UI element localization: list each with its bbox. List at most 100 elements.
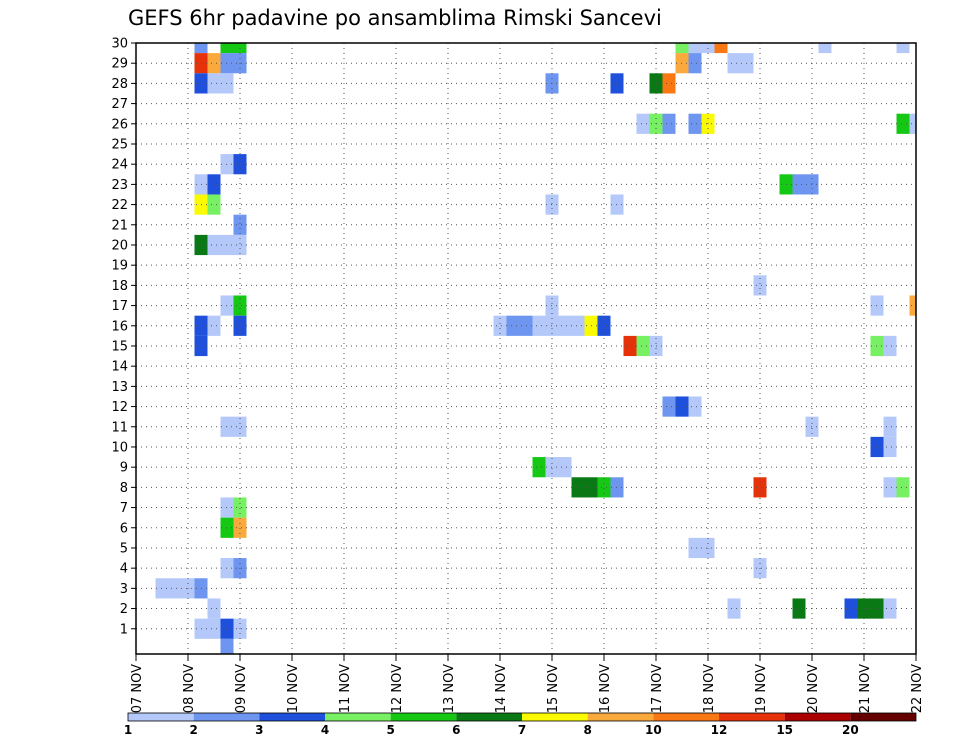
heatmap-cell <box>493 315 507 336</box>
heatmap-cell <box>233 214 247 235</box>
heatmap-cell <box>207 174 221 195</box>
heatmap-cell <box>532 315 546 336</box>
heatmap-cell <box>662 396 676 417</box>
y-tick-label: 6 <box>120 521 128 536</box>
x-tick-label: 21 NOV <box>858 664 873 713</box>
colorbar-label: 1 <box>124 723 132 737</box>
chart-title: GEFS 6hr padavine po ansamblima Rimski S… <box>128 6 662 30</box>
x-tick-label: 22 NOV <box>910 664 925 713</box>
x-tick-label: 18 NOV <box>702 664 717 713</box>
heatmap-cell <box>883 335 897 357</box>
heatmap-cell <box>558 315 572 336</box>
y-axis: 1234567891011121314151617181920212223242… <box>111 37 136 637</box>
heatmap-cell <box>662 73 676 94</box>
heatmap-cell <box>597 315 611 336</box>
colorbar-swatch <box>522 713 588 721</box>
heatmap-cell <box>233 517 247 538</box>
colorbar-label: 10 <box>645 723 662 737</box>
y-tick-label: 11 <box>111 420 128 435</box>
heatmap-cell <box>207 618 221 639</box>
heatmap-cell <box>506 315 520 336</box>
x-tick-label: 20 NOV <box>806 664 821 713</box>
heatmap-cell <box>558 457 572 478</box>
x-tick-label: 07 NOV <box>130 664 145 713</box>
heatmap-cell <box>571 315 585 336</box>
y-tick-label: 4 <box>120 562 128 577</box>
heatmap-cell <box>727 53 741 74</box>
heatmap-cell <box>688 537 702 559</box>
y-tick-label: 26 <box>111 117 128 132</box>
x-tick-label: 11 NOV <box>338 664 353 713</box>
colorbar-label: 15 <box>776 723 793 737</box>
heatmap-cell <box>896 477 910 498</box>
heatmap-cell <box>727 598 741 619</box>
heatmap-cell <box>168 578 182 599</box>
heatmap-cell <box>688 113 702 134</box>
y-tick-label: 8 <box>120 481 128 496</box>
y-tick-label: 12 <box>111 400 128 415</box>
heatmap-cell <box>636 335 650 357</box>
heatmap-cell <box>194 43 208 54</box>
x-tick-label: 15 NOV <box>546 664 561 713</box>
colorbar-swatch <box>128 713 194 721</box>
heatmap-cell <box>883 598 897 619</box>
colorbar-label: 20 <box>842 723 859 737</box>
heatmap-cell <box>662 113 676 134</box>
colorbar-label: 7 <box>518 723 526 737</box>
y-tick-label: 13 <box>111 380 128 395</box>
colorbar-swatch <box>719 713 785 721</box>
y-tick-label: 15 <box>111 339 128 354</box>
heatmap-cell <box>532 457 546 478</box>
heatmap-cell <box>220 638 234 654</box>
colorbar-label: 5 <box>386 723 394 737</box>
heatmap-cell <box>792 174 806 195</box>
heatmap-cell <box>623 335 637 357</box>
heatmap-cell <box>753 477 767 498</box>
y-tick-label: 30 <box>111 37 128 52</box>
colorbar-swatch <box>850 713 916 721</box>
heatmap-cell <box>233 234 247 256</box>
colorbar-label: 12 <box>711 723 728 737</box>
y-tick-label: 17 <box>111 299 128 314</box>
heatmap-cell <box>909 295 916 316</box>
heatmap-cell <box>688 43 702 54</box>
y-tick-label: 22 <box>111 198 128 213</box>
y-tick-label: 5 <box>120 541 128 556</box>
y-tick-label: 14 <box>111 360 128 375</box>
y-tick-label: 2 <box>120 602 128 617</box>
y-tick-label: 18 <box>111 279 128 294</box>
heatmap-cell <box>714 43 728 54</box>
heatmap-cell <box>792 598 806 619</box>
y-tick-label: 27 <box>111 97 128 112</box>
y-tick-label: 28 <box>111 77 128 92</box>
y-tick-label: 1 <box>120 622 128 637</box>
colorbar-swatch <box>390 713 457 721</box>
heatmap-cell <box>701 537 715 559</box>
heatmap-cell <box>883 477 897 498</box>
colorbar-frame <box>127 712 917 722</box>
y-tick-label: 23 <box>111 178 128 193</box>
heatmap-cell <box>233 315 247 336</box>
heatmap-cell <box>233 497 247 518</box>
y-tick-label: 21 <box>111 218 128 233</box>
x-tick-label: 08 NOV <box>182 664 197 713</box>
heatmap-cell <box>753 275 767 296</box>
heatmap-cell <box>207 234 221 256</box>
heatmap-cell <box>818 43 832 54</box>
heatmap-cell <box>207 315 221 336</box>
x-axis: 07 NOV 08 NOV 09 NOV 10 NOV 11 NOV 12 NOV 13 N… <box>130 654 925 713</box>
y-tick-label: 7 <box>120 501 128 516</box>
heatmap-cell <box>207 598 221 619</box>
colorbar-label: 6 <box>452 723 460 737</box>
colorbar-swatch <box>325 713 391 721</box>
heatmap-cell <box>636 113 650 134</box>
heatmap-cell <box>207 194 221 215</box>
y-tick-label: 24 <box>111 158 128 173</box>
heatmap-cell <box>207 53 221 74</box>
heatmap-cell <box>571 477 585 498</box>
heatmap-cell <box>233 295 247 316</box>
colorbar-label: 8 <box>583 723 591 737</box>
colorbar-swatch <box>587 713 654 721</box>
heatmap-cell <box>207 73 221 94</box>
